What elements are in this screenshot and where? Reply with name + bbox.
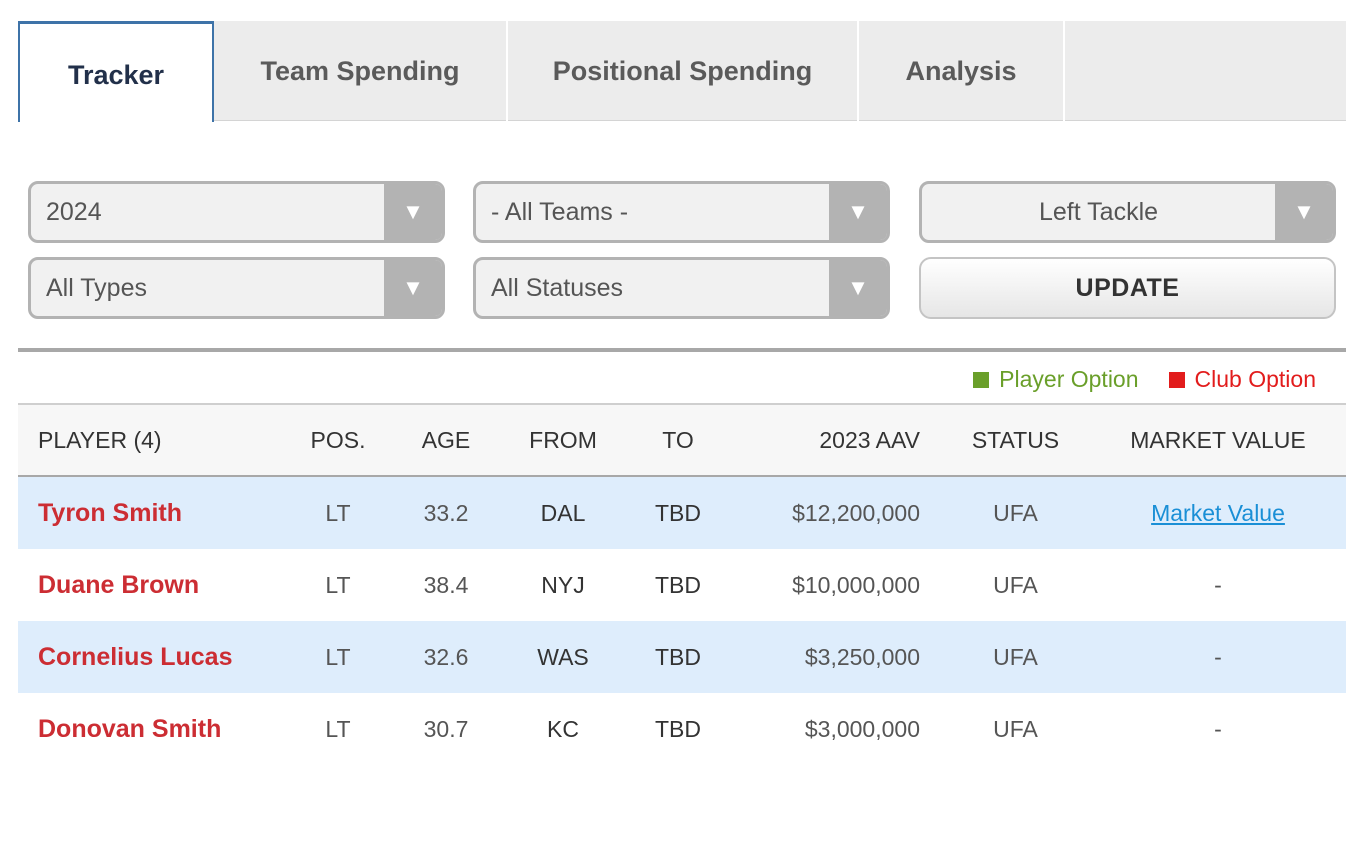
cell-pos: LT: [325, 715, 351, 742]
player-name-link[interactable]: Duane Brown: [38, 570, 200, 599]
table-row: Tyron Smith LT 33.2 DAL TBD $12,200,000 …: [18, 477, 1346, 549]
cell-to: TBD: [655, 571, 701, 598]
cell-market-value: Market Value: [1118, 477, 1318, 549]
tab-positional-spending[interactable]: Positional Spending: [508, 21, 859, 121]
header-status[interactable]: STATUS: [971, 426, 1060, 453]
cell-to: TBD: [655, 715, 701, 742]
cell-pos: LT: [325, 643, 351, 670]
table-row: Donovan Smith LT 30.7 KC TBD $3,000,000 …: [18, 693, 1346, 765]
status-select-value: All Statuses: [491, 273, 624, 302]
cell-to: TBD: [655, 499, 701, 526]
type-select-value: All Types: [46, 273, 147, 302]
year-select[interactable]: 2024 ▼: [28, 181, 445, 243]
divider: [18, 348, 1346, 352]
tab-analysis[interactable]: Analysis: [859, 21, 1065, 121]
chevron-down-icon: ▼: [384, 260, 442, 316]
legend-player-option: Player Option: [973, 366, 1139, 393]
player-name-link[interactable]: Cornelius Lucas: [38, 642, 233, 671]
cell-from: KC: [547, 715, 579, 742]
cell-from: NYJ: [541, 571, 585, 598]
legend-swatch-green: [973, 371, 990, 388]
cell-status: UFA: [993, 643, 1038, 670]
tab-tracker[interactable]: Tracker: [18, 21, 214, 122]
market-value-link[interactable]: Market Value: [1151, 499, 1285, 526]
legend-club-option-label: Club Option: [1194, 366, 1316, 392]
team-select-value: - All Teams -: [491, 197, 629, 226]
cell-from: DAL: [540, 499, 586, 526]
header-from[interactable]: FROM: [529, 426, 597, 453]
cell-market-value: -: [1214, 643, 1222, 670]
cell-aav: $12,200,000: [792, 499, 920, 526]
cell-age: 38.4: [423, 571, 469, 598]
cell-to: TBD: [655, 643, 701, 670]
cell-pos: LT: [325, 571, 351, 598]
update-button[interactable]: UPDATE: [919, 257, 1336, 319]
cell-age: 33.2: [423, 499, 469, 526]
header-aav[interactable]: 2023 AAV: [819, 426, 920, 453]
chevron-down-icon: ▼: [829, 184, 887, 240]
cell-age: 30.7: [423, 715, 469, 742]
cell-aav: $10,000,000: [792, 571, 920, 598]
team-select[interactable]: - All Teams - ▼: [473, 181, 890, 243]
chevron-down-icon: ▼: [1275, 184, 1333, 240]
header-player[interactable]: PLAYER (4): [38, 426, 162, 453]
tab-bar: Tracker Team Spending Positional Spendin…: [18, 21, 1346, 122]
option-legend: Player Option Club Option: [943, 366, 1316, 393]
tab-team-spending[interactable]: Team Spending: [214, 21, 508, 121]
table-row: Duane Brown LT 38.4 NYJ TBD $10,000,000 …: [18, 549, 1346, 621]
cell-market-value: -: [1214, 715, 1222, 742]
cell-status: UFA: [993, 571, 1038, 598]
legend-club-option: Club Option: [1168, 366, 1316, 393]
cell-from: WAS: [537, 643, 589, 670]
year-select-value: 2024: [46, 197, 102, 226]
header-market-value[interactable]: MARKET VALUE: [1130, 426, 1306, 453]
cell-status: UFA: [993, 715, 1038, 742]
cell-age: 32.6: [423, 643, 469, 670]
cell-market-value: -: [1214, 571, 1222, 598]
type-select[interactable]: All Types ▼: [28, 257, 445, 319]
header-pos[interactable]: POS.: [310, 426, 366, 453]
legend-swatch-red: [1168, 371, 1185, 388]
position-select-value: Left Tackle: [1038, 197, 1159, 226]
status-select[interactable]: All Statuses ▼: [473, 257, 890, 319]
table-row: Cornelius Lucas LT 32.6 WAS TBD $3,250,0…: [18, 621, 1346, 693]
legend-player-option-label: Player Option: [999, 366, 1139, 392]
header-to[interactable]: TO: [662, 426, 694, 453]
chevron-down-icon: ▼: [384, 184, 442, 240]
table-header: PLAYER (4) POS. AGE FROM TO 2023 AAV STA…: [18, 403, 1346, 477]
player-name-link[interactable]: Tyron Smith: [38, 498, 182, 527]
position-select[interactable]: Left Tackle ▼: [919, 181, 1336, 243]
header-age[interactable]: AGE: [421, 426, 471, 453]
chevron-down-icon: ▼: [829, 260, 887, 316]
cell-status: UFA: [993, 499, 1038, 526]
players-table: PLAYER (4) POS. AGE FROM TO 2023 AAV STA…: [18, 403, 1346, 765]
cell-aav: $3,000,000: [804, 715, 920, 742]
cell-aav: $3,250,000: [804, 643, 920, 670]
cell-pos: LT: [325, 499, 351, 526]
player-name-link[interactable]: Donovan Smith: [38, 714, 222, 743]
